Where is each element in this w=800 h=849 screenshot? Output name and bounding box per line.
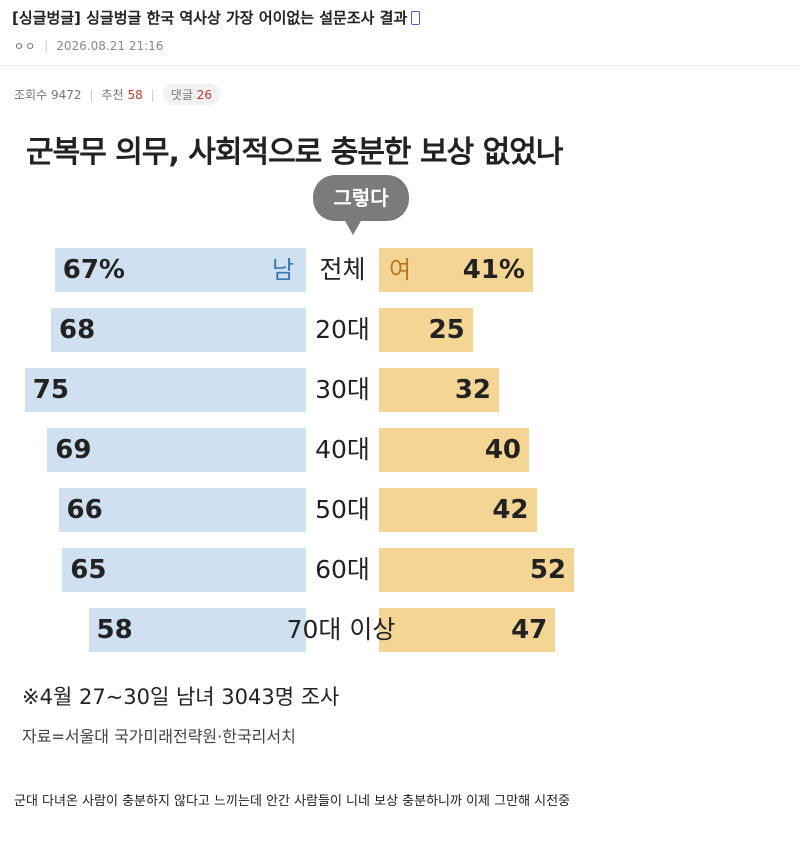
views-count: 9472 — [50, 88, 82, 102]
male-legend-tag: 남 — [272, 256, 295, 284]
male-value-label: 66 — [66, 495, 103, 525]
category-label: 전체 — [319, 255, 366, 284]
category-label: 60대 — [315, 555, 370, 584]
female-bar — [379, 308, 473, 352]
female-bar — [379, 488, 537, 532]
category-label: 20대 — [315, 315, 370, 344]
recommend-label: 추천 — [101, 88, 124, 102]
data-source: 자료=서울대 국가미래전략원·한국리서치 — [22, 727, 296, 746]
views-label: 조회수 — [14, 88, 48, 102]
female-bar — [379, 608, 556, 652]
male-bar — [58, 488, 306, 532]
female-bar — [379, 368, 499, 412]
bubble-tail — [344, 219, 362, 235]
meta-divider: | — [44, 39, 49, 53]
chart-title: 군복무 의무, 사회적으로 충분한 보상 없었나 — [26, 135, 563, 170]
survey-footnote: ※4월 27~30일 남녀 3043명 조사 — [22, 685, 340, 709]
mobile-phone-icon — [411, 11, 421, 25]
female-bar — [379, 548, 574, 592]
post-body-text: 군대 다녀온 사람이 충분하지 않다고 느끼는데 안간 사람들이 니네 보상 충… — [14, 794, 571, 809]
post-meta: ㅇㅇ | 2026.08.21 21:16 — [14, 38, 163, 54]
male-value-label: 65 — [70, 555, 107, 585]
male-bar — [51, 308, 306, 352]
post-date: 2026.08.21 21:16 — [56, 39, 164, 53]
female-value-label: 52 — [529, 555, 566, 585]
female-legend-tag: 여 — [389, 256, 412, 284]
category-label: 30대 — [315, 375, 370, 404]
comments-button[interactable]: 댓글 26 — [162, 84, 220, 105]
male-bar — [24, 368, 306, 412]
female-value-label: 40 — [484, 435, 521, 465]
female-bar — [379, 428, 529, 472]
category-label: 70대 이상 — [286, 615, 396, 644]
comments-count: 26 — [196, 88, 212, 102]
post-title-text: [싱글벙글] 싱글벙글 한국 역사상 가장 어이없는 설문조사 결과 — [12, 9, 408, 27]
recommend-stat: 추천 58 — [102, 86, 143, 103]
male-bar — [54, 248, 306, 292]
recommend-count: 58 — [127, 88, 143, 102]
female-value-label: 47 — [511, 615, 548, 645]
male-value-label: 67% — [62, 255, 125, 285]
author-name[interactable]: ㅇㅇ — [14, 40, 37, 53]
female-value-label: 25 — [428, 315, 465, 345]
title-divider — [0, 65, 800, 66]
answer-bubble: 그렇다 — [313, 175, 409, 221]
male-value-label: 69 — [55, 435, 92, 465]
female-value-label: 41% — [462, 255, 525, 285]
male-value-label: 68 — [59, 315, 96, 345]
post-title: [싱글벙글] 싱글벙글 한국 역사상 가장 어이없는 설문조사 결과 — [12, 7, 421, 28]
male-value-label: 58 — [96, 615, 133, 645]
female-bar — [379, 248, 533, 292]
stats-divider: | — [89, 87, 94, 102]
male-value-label: 75 — [32, 375, 69, 405]
male-bar — [47, 428, 306, 472]
female-value-label: 42 — [492, 495, 529, 525]
male-bar — [88, 608, 306, 652]
category-label: 50대 — [315, 495, 370, 524]
post-stats: 조회수 9472 | 추천 58 | 댓글 26 — [14, 84, 220, 105]
male-bar — [62, 548, 306, 592]
category-label: 40대 — [315, 435, 370, 464]
female-value-label: 32 — [454, 375, 491, 405]
comments-label: 댓글 — [170, 88, 193, 102]
views-stat: 조회수 9472 — [14, 86, 82, 103]
stats-divider: | — [150, 87, 155, 102]
survey-infographic: 군복무 의무, 사회적으로 충분한 보상 없었나 그렇다 67% 41% 전체 남 여 6… — [14, 113, 654, 763]
